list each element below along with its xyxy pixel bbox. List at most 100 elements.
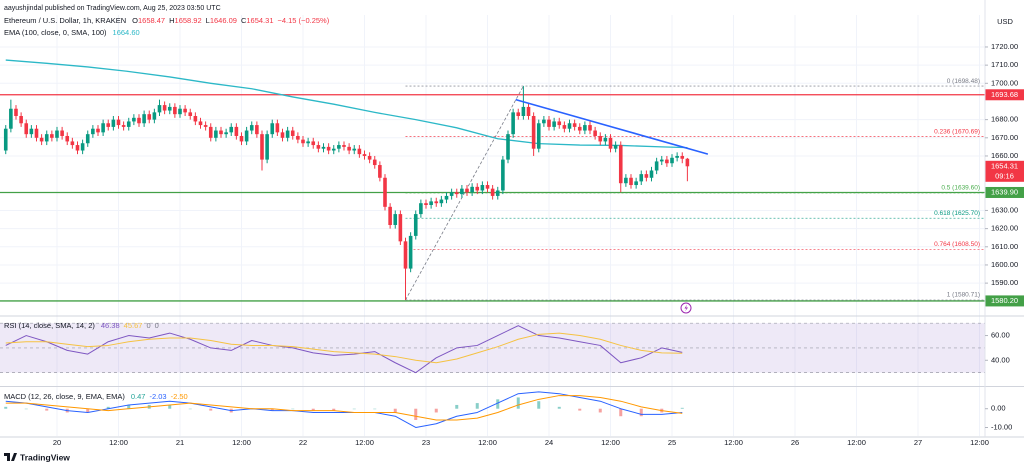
fib-trend [405, 85, 524, 301]
candle-body [229, 126, 234, 133]
candle-body [490, 188, 495, 196]
candle-body [167, 106, 172, 111]
candle-body [557, 121, 562, 126]
candle-body [239, 135, 244, 142]
macd-histogram-bar [496, 399, 500, 409]
candle-body [362, 154, 367, 156]
macd-histogram-bar [127, 404, 131, 409]
candle-body [444, 195, 449, 200]
candle-body [75, 145, 80, 151]
candle-body [531, 115, 536, 149]
candle-body [198, 121, 203, 126]
macd-histogram-bar [168, 404, 172, 409]
x-tick-label: 22 [299, 438, 307, 447]
candle-body [316, 145, 321, 149]
candle-body [311, 141, 316, 146]
candle-body [449, 192, 454, 196]
candle-body [536, 123, 541, 149]
candle-body [290, 130, 295, 136]
macd-histogram-bar [373, 408, 377, 410]
x-tick-label: 20 [53, 438, 61, 447]
marks: 0 (1698.48) 0.236 (1670.69) 0.5 (1639.60) 0… [0, 59, 985, 428]
candle-body [434, 201, 439, 204]
brand-name: TradingView [20, 452, 70, 462]
countdown-box [985, 170, 1024, 182]
candle-body [44, 134, 49, 142]
candle-body [106, 123, 111, 127]
alert-bolt [684, 304, 688, 312]
macd-value: -2.03 [149, 392, 166, 401]
candle-body [152, 112, 157, 120]
macd-legend: MACD (12, 26, close, 9, EMA, EMA) 0.47 -2.… [4, 392, 188, 401]
x-tick-label: 12:00 [232, 438, 251, 447]
x-tick-label: 12:00 [970, 438, 989, 447]
rsi-extra: 0 [155, 321, 159, 330]
candle-body [270, 123, 275, 135]
candle-body [183, 108, 187, 113]
fib-label: 0 (1698.48) [947, 78, 980, 85]
candle-body [260, 134, 264, 160]
candle-body [244, 130, 249, 142]
candle-body [649, 170, 654, 178]
candle-body [542, 119, 546, 124]
countdown-label: 09:16 [995, 171, 1014, 180]
candle-body [506, 134, 510, 160]
ohlc-key: O [132, 16, 138, 25]
last-price-box [985, 160, 1024, 172]
candle-body [654, 161, 659, 171]
ohlc-key: H [169, 16, 174, 25]
symbol: Ethereum / U.S. Dollar, 1h, KRAKEN [4, 16, 126, 25]
y-tick-label: 1670.00 [991, 133, 1018, 142]
candle-body [91, 128, 95, 135]
level-box [985, 89, 1024, 101]
candle-body [19, 115, 23, 124]
candle-body [331, 148, 336, 151]
x-tick-label: 12:00 [478, 438, 497, 447]
macd-histogram-bar [578, 408, 582, 411]
rsi-value: 45.67 [124, 321, 143, 330]
macd-line [5, 395, 683, 421]
candle-body [516, 112, 521, 116]
macd-histogram-bar [45, 408, 49, 411]
candle-body [460, 188, 464, 195]
candle-body [577, 126, 582, 131]
candle-body [547, 119, 551, 127]
alert-circle [680, 302, 692, 314]
fib-label: 0.764 (1608.50) [934, 241, 980, 248]
candle-body [214, 130, 218, 138]
candle-body [618, 145, 623, 184]
candle-body [454, 192, 459, 195]
macd-histogram-bar [291, 408, 295, 410]
candle-body [178, 108, 182, 115]
candle-body [613, 145, 618, 149]
currency: USD [997, 17, 1013, 26]
candle-body [588, 125, 592, 131]
macd-title: MACD (12, 26, close, 9, EMA, EMA) [4, 392, 125, 401]
x-tick-label: 12:00 [724, 438, 743, 447]
candle-body [511, 112, 515, 135]
y-tick-label: 0.00 [991, 404, 1006, 413]
rsi-value: 46.38 [101, 321, 120, 330]
candle-body [644, 174, 649, 178]
x-tick-label: 12:00 [601, 438, 620, 447]
candle-body [14, 108, 18, 116]
macd-histogram-bar [86, 408, 90, 413]
alert-icon [680, 302, 692, 314]
footer: TradingView [4, 452, 70, 462]
ema-value: 1664.60 [113, 28, 140, 37]
candle-body [398, 214, 403, 242]
candle-body [116, 119, 121, 126]
candle-body [80, 143, 85, 151]
candle-body [342, 145, 346, 147]
candle-body [65, 135, 70, 142]
x-tick-label: 24 [545, 438, 553, 447]
candle-body [55, 130, 59, 138]
macd-histogram-bar [270, 408, 274, 411]
macd-histogram-bar [393, 408, 397, 413]
candle-body [321, 146, 326, 149]
candle-body [126, 121, 131, 127]
y-tick-label: 1720.00 [991, 42, 1018, 51]
candle-body [659, 159, 664, 162]
candle-body [388, 206, 392, 225]
